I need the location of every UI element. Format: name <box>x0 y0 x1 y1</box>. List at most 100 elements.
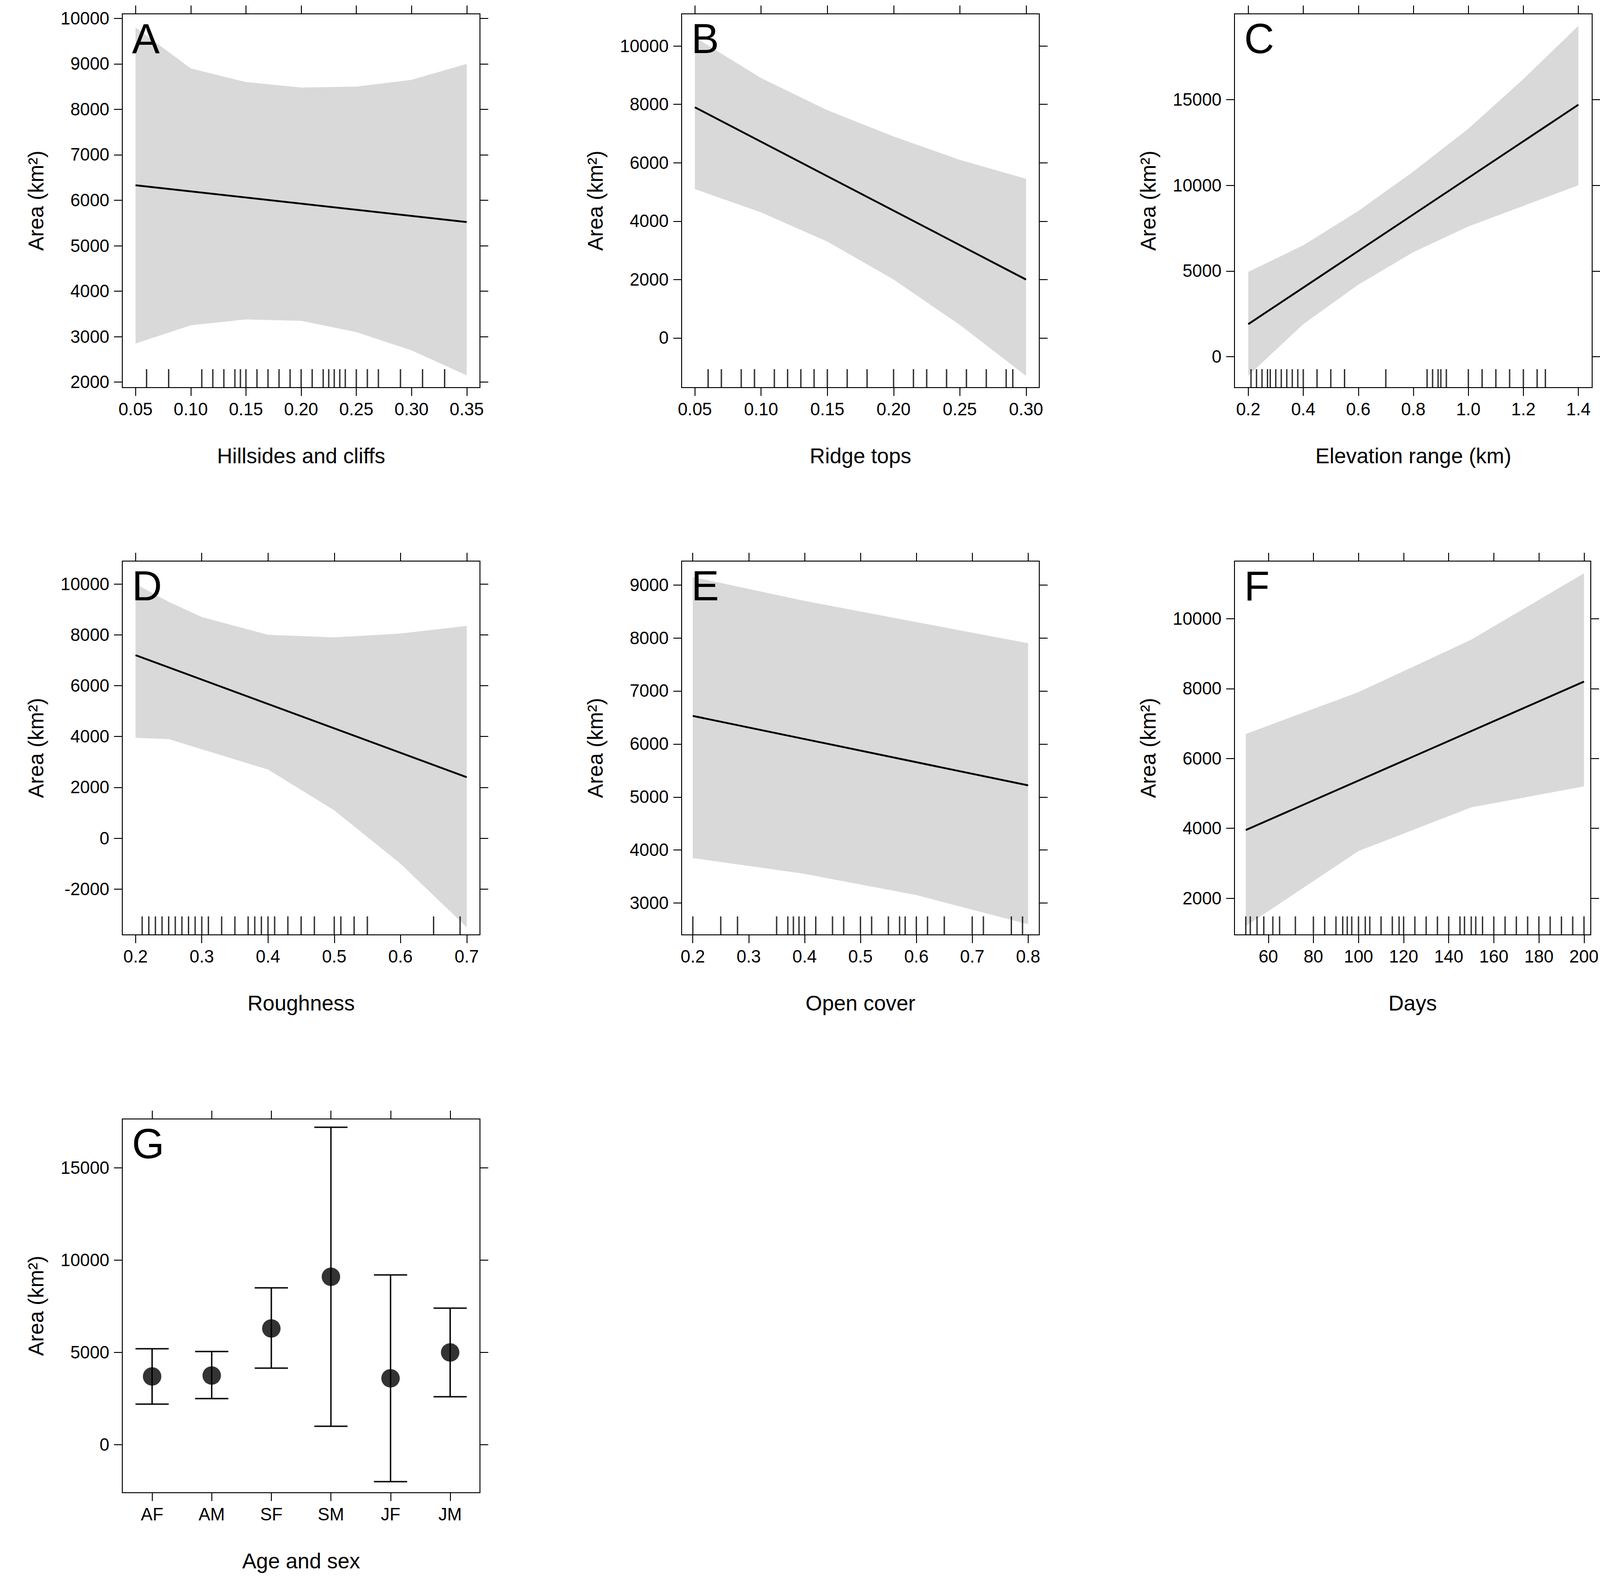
svg-text:160: 160 <box>1479 946 1509 967</box>
svg-text:1.4: 1.4 <box>1566 399 1591 420</box>
svg-text:10000: 10000 <box>60 8 110 29</box>
svg-text:2000: 2000 <box>1182 888 1222 909</box>
svg-text:0.3: 0.3 <box>736 946 762 967</box>
svg-text:5000: 5000 <box>70 236 110 256</box>
svg-text:3000: 3000 <box>70 327 110 347</box>
svg-text:Days: Days <box>1388 991 1438 1016</box>
svg-text:6000: 6000 <box>70 676 110 696</box>
svg-text:0.6: 0.6 <box>904 946 929 967</box>
svg-text:0.4: 0.4 <box>255 946 281 967</box>
svg-text:0.2: 0.2 <box>680 946 706 967</box>
svg-text:2000: 2000 <box>70 372 110 392</box>
svg-text:0.35: 0.35 <box>449 399 484 420</box>
svg-text:6000: 6000 <box>629 153 669 173</box>
svg-text:0.4: 0.4 <box>1291 399 1316 420</box>
svg-text:0.6: 0.6 <box>388 946 413 967</box>
svg-text:180: 180 <box>1524 946 1554 967</box>
svg-text:10000: 10000 <box>619 36 669 56</box>
svg-text:-2000: -2000 <box>64 879 110 899</box>
svg-text:8000: 8000 <box>1182 678 1222 699</box>
svg-text:0.20: 0.20 <box>876 399 911 420</box>
svg-text:Area (km²): Area (km²) <box>583 697 608 798</box>
svg-text:0.8: 0.8 <box>1015 946 1041 967</box>
svg-text:9000: 9000 <box>629 575 669 595</box>
svg-text:2000: 2000 <box>629 269 669 290</box>
svg-text:0.3: 0.3 <box>189 946 215 967</box>
svg-text:4000: 4000 <box>70 281 110 301</box>
svg-text:D: D <box>131 563 162 610</box>
svg-text:Area (km²): Area (km²) <box>583 150 608 251</box>
svg-text:6000: 6000 <box>70 190 110 210</box>
svg-text:0.7: 0.7 <box>959 946 985 967</box>
svg-text:7000: 7000 <box>629 681 669 701</box>
svg-text:0.30: 0.30 <box>1008 399 1043 420</box>
svg-text:10000: 10000 <box>1172 175 1222 196</box>
svg-text:8000: 8000 <box>629 94 669 114</box>
svg-text:0: 0 <box>99 1435 110 1455</box>
svg-text:10000: 10000 <box>1172 609 1222 629</box>
svg-text:Ridge tops: Ridge tops <box>809 443 912 468</box>
svg-text:15000: 15000 <box>60 1158 110 1178</box>
svg-text:8000: 8000 <box>629 628 669 648</box>
svg-text:0.10: 0.10 <box>173 399 208 420</box>
svg-text:0.05: 0.05 <box>118 399 153 420</box>
svg-text:A: A <box>131 15 160 62</box>
svg-text:0.25: 0.25 <box>339 399 374 420</box>
svg-text:0.7: 0.7 <box>454 946 480 967</box>
svg-text:15000: 15000 <box>1172 89 1222 110</box>
svg-text:10000: 10000 <box>60 1250 110 1271</box>
svg-text:Area (km²): Area (km²) <box>23 1255 48 1356</box>
svg-text:0.2: 0.2 <box>123 946 148 967</box>
svg-text:2000: 2000 <box>70 777 110 798</box>
svg-text:Age and sex: Age and sex <box>242 1549 361 1574</box>
svg-text:Elevation range (km): Elevation range (km) <box>1315 443 1511 468</box>
svg-text:7000: 7000 <box>70 144 110 165</box>
svg-text:0: 0 <box>659 328 669 348</box>
svg-text:Hillsides and cliffs: Hillsides and cliffs <box>216 443 386 468</box>
svg-text:0.5: 0.5 <box>322 946 347 967</box>
svg-text:5000: 5000 <box>1182 261 1222 281</box>
svg-text:1.2: 1.2 <box>1511 399 1536 420</box>
svg-text:G: G <box>131 1120 165 1168</box>
svg-text:4000: 4000 <box>1182 818 1222 839</box>
svg-text:100: 100 <box>1343 946 1373 967</box>
svg-text:0.8: 0.8 <box>1401 399 1426 420</box>
svg-text:0.05: 0.05 <box>677 399 713 420</box>
svg-text:0.20: 0.20 <box>284 399 319 420</box>
svg-text:0.15: 0.15 <box>810 399 845 420</box>
svg-text:1.0: 1.0 <box>1456 399 1481 420</box>
svg-text:AF: AF <box>140 1504 164 1525</box>
svg-text:SM: SM <box>317 1504 345 1525</box>
svg-text:Area (km²): Area (km²) <box>1136 150 1161 251</box>
svg-text:0.6: 0.6 <box>1346 399 1371 420</box>
svg-text:Roughness: Roughness <box>247 991 355 1016</box>
svg-text:0: 0 <box>99 828 110 849</box>
svg-text:JM: JM <box>438 1504 462 1525</box>
svg-text:0.15: 0.15 <box>228 399 264 420</box>
svg-text:JF: JF <box>380 1504 401 1525</box>
svg-text:140: 140 <box>1433 946 1463 967</box>
svg-text:0.30: 0.30 <box>394 399 429 420</box>
svg-text:0: 0 <box>1211 347 1222 367</box>
svg-text:6000: 6000 <box>1182 749 1222 769</box>
svg-text:Area (km²): Area (km²) <box>23 150 48 251</box>
svg-text:8000: 8000 <box>70 99 110 120</box>
svg-text:Area (km²): Area (km²) <box>1136 697 1161 798</box>
svg-text:4000: 4000 <box>70 726 110 747</box>
svg-text:0.5: 0.5 <box>848 946 873 967</box>
svg-text:4000: 4000 <box>629 211 669 231</box>
svg-text:8000: 8000 <box>70 625 110 645</box>
svg-text:5000: 5000 <box>629 787 669 807</box>
svg-text:3000: 3000 <box>629 893 669 913</box>
svg-text:60: 60 <box>1258 946 1278 967</box>
svg-text:9000: 9000 <box>70 53 110 74</box>
svg-text:0.4: 0.4 <box>792 946 817 967</box>
svg-text:Open cover: Open cover <box>805 991 916 1016</box>
svg-text:0.25: 0.25 <box>942 399 977 420</box>
svg-text:6000: 6000 <box>629 734 669 754</box>
svg-text:10000: 10000 <box>60 574 110 594</box>
svg-text:E: E <box>691 563 720 610</box>
svg-text:0.10: 0.10 <box>743 399 779 420</box>
svg-text:80: 80 <box>1303 946 1324 967</box>
svg-text:Area (km²): Area (km²) <box>23 697 48 798</box>
